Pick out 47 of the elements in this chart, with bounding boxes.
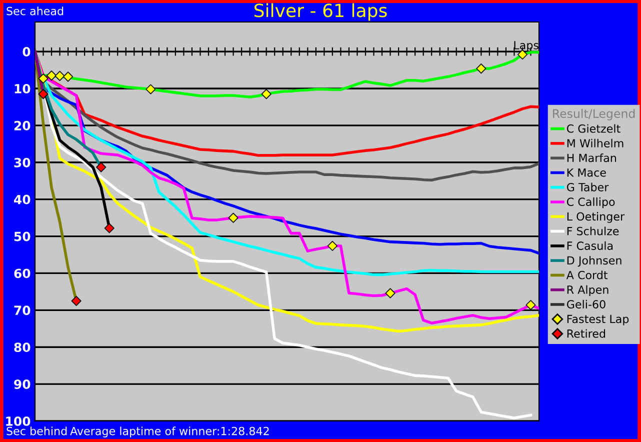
y-tick-label: 0: [22, 47, 30, 56]
legend-label: G Taber: [566, 182, 609, 192]
y-tick-label: 20: [14, 120, 30, 130]
point: [261, 89, 272, 100]
text: Sec ahead: [6, 6, 64, 16]
legend-label: H Marfan: [567, 153, 616, 162]
y-tick-label: 30: [14, 158, 30, 168]
point: [526, 300, 536, 310]
legend-label: L Oetinger: [567, 212, 625, 223]
legend-label: D Johnsen: [567, 256, 622, 267]
point: [63, 72, 74, 82]
legend-label: F Schulze: [567, 226, 619, 236]
legend-label: C Callipo: [566, 197, 615, 208]
legend-label: R Alpen: [567, 285, 608, 296]
point: [46, 70, 57, 81]
y-tick-label: 60: [14, 268, 30, 278]
point: [71, 296, 82, 306]
legend-label: Fastest Lap: [567, 314, 629, 326]
point: [54, 70, 65, 81]
y-tick-label: 10: [14, 84, 30, 94]
legend-label: Retired: [567, 329, 606, 338]
legend-label: Geli-60: [566, 300, 606, 309]
chart-title: Silver - 61 laps: [254, 3, 387, 21]
x-axis-title: Laps: [514, 41, 538, 52]
y-tick-label: 80: [14, 342, 30, 352]
legend-label: K Mace: [567, 168, 606, 177]
text: Average laptime of winner:1:28.842: [70, 426, 269, 438]
y-tick-label: 40: [14, 194, 30, 204]
legend-title: Result/Legend: [553, 108, 635, 120]
y-tick-label: 100: [6, 416, 30, 426]
legend-label: M Wilhelm: [567, 138, 624, 148]
y-tick-label: 90: [14, 380, 30, 389]
point: [38, 74, 48, 84]
point: [38, 89, 48, 100]
point: [228, 212, 238, 223]
y-tick-label: 50: [14, 232, 30, 242]
point: [146, 84, 156, 94]
legend-label: F Casula: [567, 241, 613, 250]
y-tick-label: 70: [14, 306, 30, 316]
legend-label: C Gietzelt: [566, 124, 620, 133]
point: [476, 64, 486, 74]
point: [104, 223, 114, 234]
legend-label: A Cordt: [566, 270, 608, 280]
point: [327, 240, 338, 251]
point: [96, 162, 106, 172]
point: [385, 288, 396, 298]
text: Sec behind: [6, 426, 67, 436]
